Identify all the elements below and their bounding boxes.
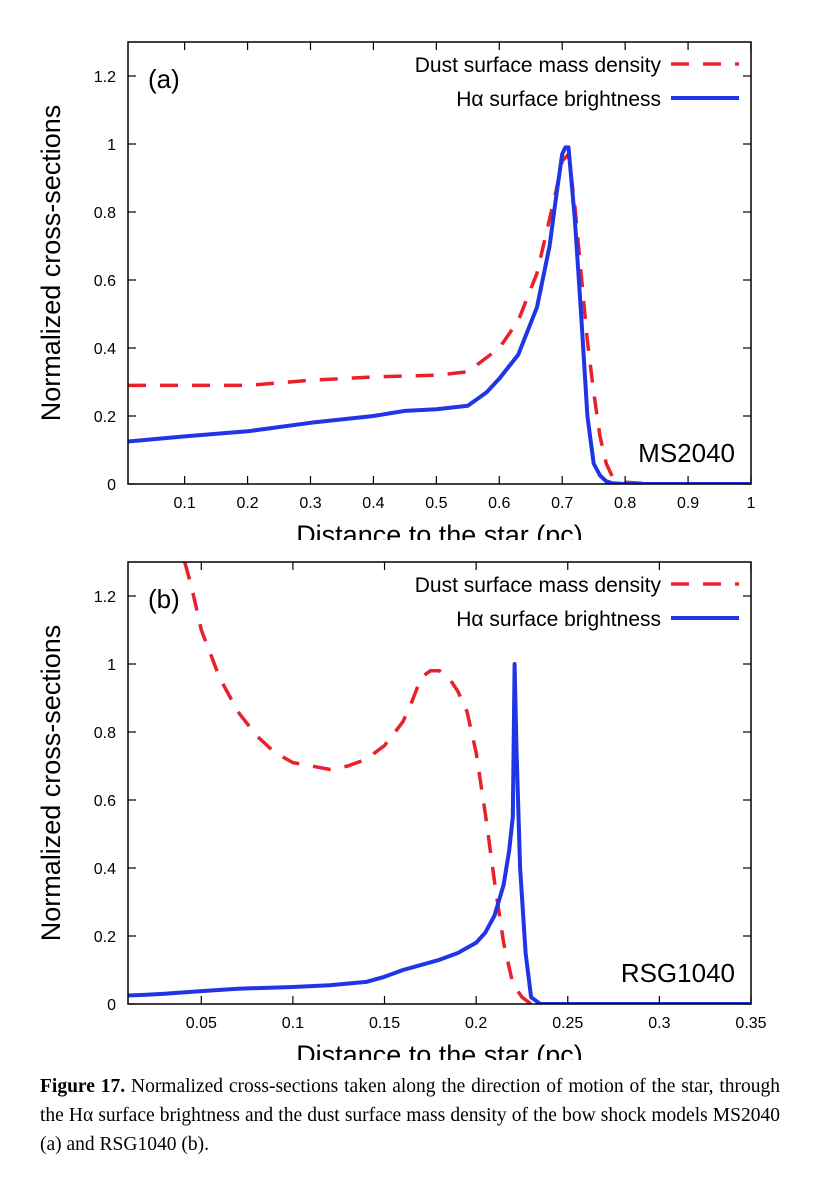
chart-b-model-label: RSG1040 [621,958,735,988]
chart-a-xlabel: Distance to the star (pc) [296,520,583,540]
chart-a-ytick-label: 1 [107,137,116,154]
chart-b-xtick-label: 0.3 [648,1015,670,1032]
figure-caption: Figure 17. Normalized cross-sections tak… [40,1072,780,1159]
chart-b-series-halpha [128,662,751,1004]
chart-b-xtick-label: 0.1 [282,1015,304,1032]
chart-a-xtick-label: 0.1 [174,495,196,512]
chart-b-panel-label: (b) [148,584,180,614]
chart-b-ytick-label: 0.6 [94,793,116,810]
chart-b-ytick-label: 1 [107,657,116,674]
chart-a-xtick-label: 0.7 [551,495,573,512]
chart-b-xlabel: Distance to the star (pc) [296,1040,583,1060]
chart-b-ytick-label: 0.4 [94,861,116,878]
chart-a-series-halpha [128,145,751,484]
chart-b-ytick-label: 0 [107,997,116,1014]
chart-b-xtick-label: 0.2 [465,1015,487,1032]
chart-b-legend-text: Hα surface brightness [456,608,661,631]
chart-a-xtick-label: 0.8 [614,495,636,512]
chart-a-xtick-label: 1 [747,495,756,512]
chart-a-xtick-label: 0.9 [677,495,699,512]
chart-b-series-dust [183,562,533,1004]
chart-b-ytick-label: 0.2 [94,929,116,946]
chart-b-xtick-label: 0.15 [369,1015,400,1032]
chart-b-xtick-label: 0.05 [186,1015,217,1032]
chart-b-legend-text: Dust surface mass density [415,574,662,597]
chart-a-ytick-label: 0.4 [94,341,116,358]
chart-a-panel-label: (a) [148,64,180,94]
chart-a-ytick-label: 0.6 [94,273,116,290]
chart-a-xtick-label: 0.6 [488,495,510,512]
chart-a-ytick-label: 0.8 [94,205,116,222]
chart-a-svg: 0.1 0.2 0.3 0.4 0.5 0.6 0.7 0.8 0.9 1 0 0.2 0.4 0.6 0.… [36,41,756,540]
caption-label: Figure 17. [40,1076,126,1097]
chart-panel-a: 0.1 0.2 0.3 0.4 0.5 0.6 0.7 0.8 0.9 1 0 0.2 0.4 0.6 0.… [0,20,816,540]
chart-a-legend-text: Dust surface mass density [415,54,662,77]
chart-b-ytick-label: 0.8 [94,725,116,742]
chart-a-xtick-label: 0.5 [425,495,447,512]
chart-a-ytick-label: 1.2 [94,69,116,86]
chart-b-xtick-label: 0.25 [552,1015,583,1032]
chart-b-frame [127,561,752,1005]
chart-a-model-label: MS2040 [638,438,735,468]
chart-a-ytick-label: 0 [107,477,116,494]
chart-panel-b: 0.05 0.1 0.15 0.2 0.25 0.3 0.35 0 0.2 0.4 0.6 0.8 1 1… [0,540,816,1060]
chart-b-xtick-label: 0.35 [735,1015,766,1032]
chart-b-ylabel: Normalized cross-sections [36,625,66,942]
chart-b-ytick-label: 1.2 [94,589,116,606]
chart-b-svg: 0.05 0.1 0.15 0.2 0.25 0.3 0.35 0 0.2 0.4 0.6 0.8 1 1… [36,561,767,1060]
chart-a-xtick-label: 0.3 [299,495,321,512]
caption-text: Normalized cross-sections taken along th… [40,1076,780,1155]
chart-a-ytick-label: 0.2 [94,409,116,426]
chart-a-xtick-label: 0.2 [236,495,258,512]
chart-a-frame [127,41,752,485]
chart-a-ylabel: Normalized cross-sections [36,105,66,422]
chart-a-xtick-label: 0.4 [362,495,384,512]
chart-a-legend-text: Hα surface brightness [456,88,661,111]
